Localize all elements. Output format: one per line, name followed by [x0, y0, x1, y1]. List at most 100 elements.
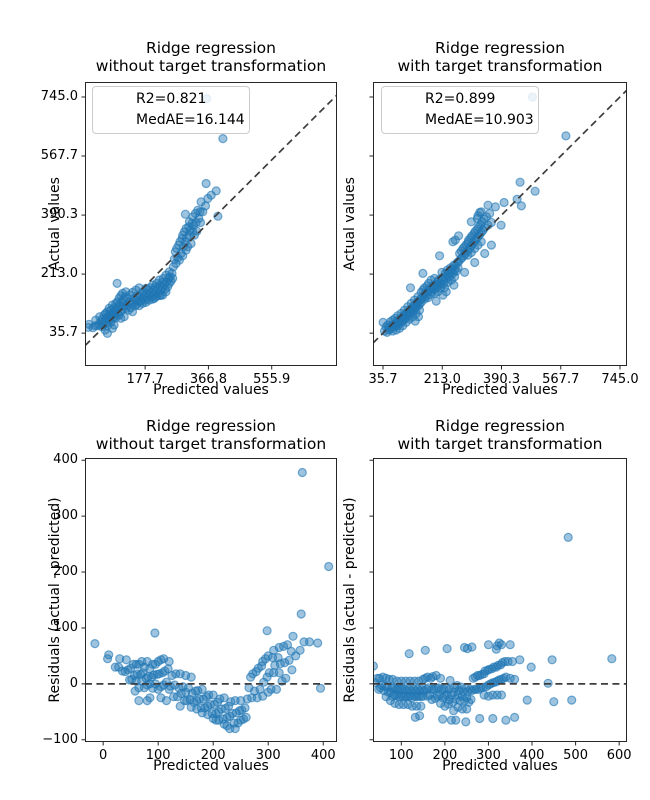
- scatter-point: [211, 715, 221, 725]
- scatter-point: [161, 696, 172, 706]
- y-tick-label: 390.3: [40, 207, 78, 223]
- scatter-point: [515, 655, 525, 665]
- x-tick-label: 0: [99, 748, 108, 763]
- x-tick-label: 500: [563, 748, 588, 763]
- scatter-point: [481, 212, 492, 222]
- axes-spines: [85, 82, 337, 366]
- identity-line: [373, 89, 627, 344]
- xlabel-top-right: Predicted values: [442, 382, 558, 398]
- title-line-1: Ridge regression: [435, 39, 565, 57]
- scatter-point: [287, 665, 297, 675]
- scatter-point: [416, 701, 426, 711]
- scatter-point: [476, 237, 486, 247]
- scatter-point: [435, 673, 446, 683]
- x-tick-label: 390.3: [482, 372, 521, 387]
- scatter-point: [420, 645, 430, 655]
- title-top-right: Ridge regression with target transformat…: [350, 39, 650, 75]
- scatter-point: [485, 208, 495, 219]
- x-tick-label: 100: [388, 748, 414, 763]
- scatter-point: [168, 273, 178, 283]
- scatter-point: [304, 637, 315, 647]
- axes-spines: [373, 458, 627, 742]
- x-tick-label: 300: [255, 748, 281, 763]
- scatter-point: [442, 644, 452, 654]
- ylabel-top-left: Actual values: [47, 177, 63, 271]
- scatter-point: [496, 220, 506, 230]
- scatter-point: [208, 690, 218, 700]
- x-tick-label: 35.7: [368, 372, 398, 387]
- identity-line: [85, 94, 337, 347]
- scatter-point: [90, 639, 100, 649]
- scatter-point: [490, 202, 501, 212]
- scatter-point: [488, 713, 498, 724]
- scatter-point: [466, 694, 476, 705]
- title-line-1: Ridge regression: [146, 39, 276, 57]
- x-tick-label: 213.0: [423, 372, 461, 387]
- x-tick-label: 400: [519, 748, 545, 763]
- scatter-point: [121, 655, 131, 665]
- scatter-point: [313, 638, 323, 648]
- legend-medae-value: MedAE=10.903: [425, 112, 534, 128]
- scatter-point: [281, 673, 291, 683]
- ylabel-top-right: Actual values: [342, 177, 358, 271]
- scatter-point: [164, 656, 174, 667]
- title-line-1: Ridge regression: [435, 417, 565, 435]
- scatter-point: [515, 177, 525, 187]
- scatter-plot-top-left: [81, 82, 337, 370]
- legend-medae-value: MedAE=16.144: [136, 112, 245, 128]
- legend-r2-value: R2=0.821: [136, 91, 207, 107]
- scatter-point: [404, 649, 414, 659]
- title-bottom-left: Ridge regression without target transfor…: [61, 417, 361, 453]
- y-tick-label: 200: [53, 564, 78, 580]
- title-bottom-right: Ridge regression with target transformat…: [350, 417, 650, 453]
- title-line-2: with target transformation: [397, 57, 603, 75]
- scatter-point: [405, 283, 416, 293]
- scatter-point: [467, 642, 477, 652]
- scatter-point: [110, 662, 120, 672]
- scatter-point: [507, 656, 517, 667]
- scatter-point: [241, 712, 251, 722]
- scatter-point: [483, 640, 494, 650]
- scatter-point: [547, 655, 557, 665]
- title-line-2: with target transformation: [397, 435, 603, 453]
- x-tick-label: 745.0: [601, 372, 639, 387]
- scatter-point: [197, 684, 207, 694]
- x-tick-label: 200: [432, 748, 458, 763]
- scatter-point: [262, 672, 272, 682]
- scatter-point: [445, 675, 455, 686]
- scatter-point: [441, 287, 451, 297]
- ylabel-bottom-right: Residuals (actual - predicted): [342, 497, 358, 703]
- title-line-1: Ridge regression: [146, 417, 276, 435]
- legend-r2-value: R2=0.899: [425, 91, 496, 107]
- scatter-point: [288, 631, 298, 641]
- scatter-point: [516, 201, 526, 211]
- scatter-point: [567, 695, 577, 705]
- scatter-point: [607, 654, 617, 664]
- scatter-point: [413, 312, 424, 322]
- x-tick-label: 200: [200, 748, 226, 763]
- scatter-point: [563, 532, 573, 543]
- x-tick-label: 400: [310, 748, 336, 763]
- title-line-2: without target transformation: [95, 435, 327, 453]
- x-tick-label: 600: [606, 748, 632, 763]
- plot-contents: [373, 532, 627, 727]
- x-tick-label: 100: [145, 748, 171, 763]
- scatter-point: [297, 467, 307, 478]
- scatter-point: [470, 257, 480, 268]
- y-tick-label: 745.0: [40, 88, 78, 104]
- ylabel-bottom-left: Residuals (actual - predicted): [47, 497, 63, 703]
- scatter-point: [496, 690, 507, 700]
- scatter-point: [486, 240, 497, 250]
- scatter-point: [315, 683, 326, 693]
- scatter-point: [224, 701, 234, 711]
- plot-contents: [85, 94, 337, 347]
- scatter-point: [295, 645, 305, 655]
- x-tick-label: 300: [476, 748, 501, 763]
- scatter-plot-top-right: [369, 82, 627, 370]
- scatter-point: [510, 712, 520, 722]
- scatter-point: [274, 668, 284, 678]
- scatter-point: [496, 640, 507, 650]
- scatter-point: [462, 704, 472, 714]
- y-tick-label: 213.0: [40, 266, 78, 282]
